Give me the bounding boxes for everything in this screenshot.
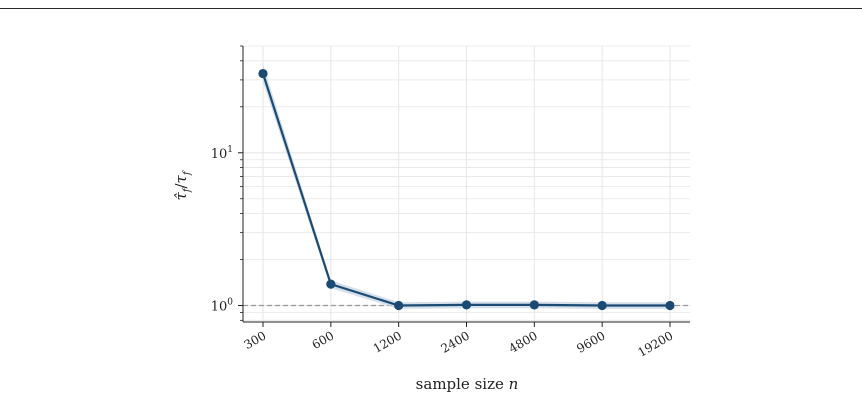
y-axis-label: τ̂f/τf [172, 169, 193, 200]
data-point [394, 300, 404, 311]
y-tick-label: 100 [211, 298, 234, 315]
x-tick-label: 600 [309, 328, 336, 352]
y-tick-label: 101 [211, 145, 233, 162]
x-tick-label: 4800 [506, 328, 539, 355]
x-tick-label: 1200 [371, 328, 404, 355]
data-point [529, 300, 539, 310]
x-tick-label: 2400 [439, 328, 472, 355]
top-divider [0, 8, 862, 9]
x-tick-label: 9600 [574, 328, 607, 355]
series-group [258, 68, 675, 311]
grid [243, 45, 690, 322]
data-point [461, 300, 472, 310]
data-point [665, 300, 675, 311]
x-tick-label: 300 [242, 328, 269, 352]
data-point [326, 279, 336, 289]
data-point [597, 300, 607, 311]
x-tick-label: 19200 [635, 328, 675, 359]
x-axis-label: sample size n [416, 375, 519, 393]
data-point [258, 68, 268, 79]
